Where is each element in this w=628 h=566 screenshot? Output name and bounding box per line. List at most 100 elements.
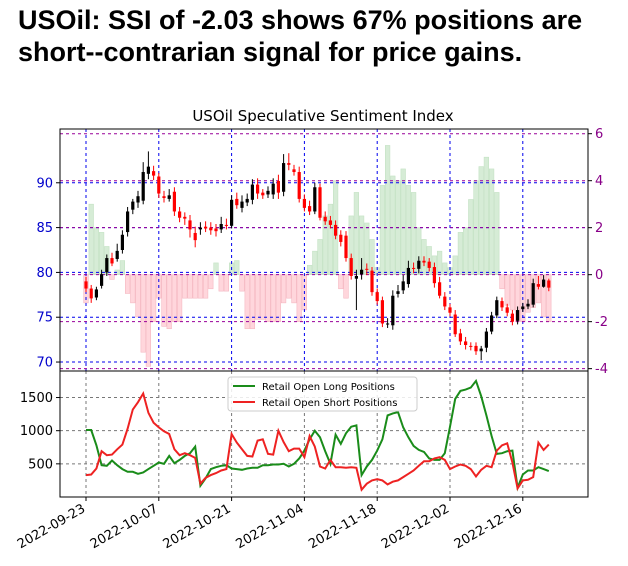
x-tick-label: 2022-10-21 (161, 501, 234, 552)
ssi-bar (125, 274, 131, 294)
ssi-bar (265, 274, 271, 322)
chart-title: USOil Speculative Sentiment Index (192, 107, 453, 125)
ssi-bar (93, 227, 99, 275)
price-sentiment-panel: 70 75 80 85 90 -4 -2 0 2 4 6 (36, 127, 608, 377)
candle-body (120, 234, 124, 250)
candle-body (245, 198, 249, 203)
ssi-bar (462, 227, 469, 275)
candle-body (474, 345, 478, 352)
candle-body (146, 166, 150, 174)
ssi-bar (280, 274, 287, 304)
ssi-bar (255, 274, 261, 320)
ssi-bar (400, 168, 406, 275)
ssi-bar (218, 274, 224, 292)
ssi-bar (213, 262, 219, 275)
ssi-bar (499, 274, 505, 290)
headline: USOil: SSI of -2.03 shows 67% positions … (18, 5, 583, 67)
candle-body (313, 187, 317, 212)
candle-body (141, 172, 145, 201)
candle-body (547, 280, 551, 288)
ssi-bar (540, 274, 547, 318)
candle-body (396, 291, 400, 294)
ssi-bar (187, 274, 193, 299)
candle-body (323, 216, 327, 222)
candle-body (354, 275, 358, 279)
candle-body (152, 171, 156, 176)
candle-body (261, 192, 265, 196)
ssi-bar (452, 255, 458, 275)
candle-body (432, 267, 436, 284)
candle-body (375, 292, 379, 302)
candle-body (235, 198, 239, 206)
candle-body (178, 211, 182, 218)
ssi-tick-label: 4 (595, 174, 603, 189)
candle-body (224, 224, 228, 226)
candle-body (287, 163, 291, 165)
ssi-bar (275, 274, 282, 322)
ssi-bar (306, 264, 313, 275)
candle-body (292, 169, 296, 173)
candle-body (334, 224, 338, 236)
candle-body (131, 201, 135, 210)
candle-body (469, 345, 473, 347)
ssi-bar (488, 168, 495, 275)
ssi-bar (410, 192, 417, 275)
candle-body (536, 284, 540, 287)
candle-body (136, 196, 140, 203)
ssi-tick-label: 0 (595, 268, 603, 283)
candle-body (542, 279, 546, 287)
candle-body (448, 307, 452, 313)
ssi-bar (130, 274, 136, 304)
candle-body (193, 232, 197, 241)
candle-body (438, 282, 442, 296)
candle-body (276, 180, 280, 193)
ssi-bar (208, 274, 214, 290)
candle-body (401, 281, 405, 291)
candle-body (505, 307, 509, 313)
x-tick-label: 2022-10-07 (88, 501, 161, 552)
x-tick-label: 2022-11-18 (306, 501, 379, 552)
positions-tick-label: 1500 (20, 391, 53, 406)
candle-body (297, 172, 301, 199)
candle-body (458, 333, 462, 342)
candle-body (344, 235, 348, 259)
candle-body (391, 295, 395, 326)
ssi-bar (223, 274, 230, 292)
candle-body (422, 260, 426, 263)
ssi-tick-label: -4 (595, 362, 608, 377)
candle-body (490, 315, 494, 332)
candle-body (105, 258, 109, 273)
candle-body (365, 268, 369, 270)
ssi-bar (494, 192, 500, 275)
bottom-frame (59, 370, 589, 498)
candle-body (162, 196, 166, 199)
legend-short-label: Retail Open Short Positions (262, 398, 397, 409)
ssi-bar (390, 175, 396, 275)
candle-body (157, 176, 161, 194)
ssi-bar (140, 274, 146, 353)
candle-body (412, 267, 416, 269)
candle-body (360, 269, 364, 275)
ssi-bar (338, 274, 344, 290)
candle-body (167, 195, 171, 199)
ssi-bar (192, 274, 198, 299)
ssi-bar (270, 274, 276, 322)
ssi-bar (353, 192, 360, 275)
ssi-bar (416, 227, 422, 275)
candle-body (282, 163, 286, 192)
candle-body (328, 220, 332, 225)
ssi-tick-label: 2 (595, 221, 603, 236)
candle-body (370, 270, 374, 293)
ssi-bar (88, 203, 94, 275)
ssi-bar (171, 274, 178, 322)
ssi-bar (151, 274, 157, 322)
candle-body (302, 198, 306, 208)
ssi-bar (504, 274, 510, 306)
ssi-tick-label: -2 (595, 315, 608, 330)
ssi-bar (296, 274, 302, 322)
candle-body (266, 190, 270, 195)
ssi-bar (483, 156, 490, 275)
price-tick-label: 85 (36, 221, 53, 236)
candle-body (84, 281, 88, 289)
